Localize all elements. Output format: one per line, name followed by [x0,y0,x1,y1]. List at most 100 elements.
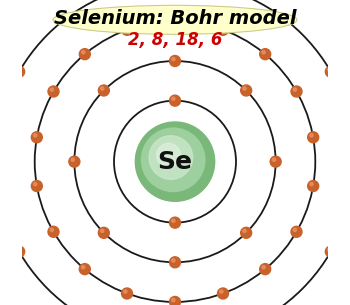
Circle shape [220,290,223,293]
Circle shape [124,290,127,293]
Circle shape [48,86,59,97]
Circle shape [295,90,300,95]
Circle shape [126,292,131,297]
Circle shape [18,70,23,75]
Circle shape [312,136,317,141]
Circle shape [245,89,250,94]
Ellipse shape [53,5,297,34]
Circle shape [32,132,42,143]
Circle shape [34,182,37,186]
Circle shape [291,86,302,97]
Circle shape [262,51,265,54]
Text: 2, 8, 18, 6: 2, 8, 18, 6 [128,30,222,49]
Circle shape [35,185,40,190]
Circle shape [48,226,59,237]
Circle shape [14,246,25,257]
Circle shape [121,24,133,35]
Circle shape [172,18,175,21]
Circle shape [310,182,313,186]
Circle shape [174,60,178,65]
Circle shape [174,20,178,25]
Circle shape [71,158,74,161]
Circle shape [157,143,181,167]
Circle shape [169,95,181,106]
Circle shape [34,134,37,137]
Circle shape [169,56,181,66]
Circle shape [326,66,336,77]
Circle shape [126,28,131,33]
Circle shape [172,57,175,61]
Text: Selenium: Bohr model: Selenium: Bohr model [54,9,296,28]
Circle shape [169,257,181,268]
Circle shape [172,219,175,222]
Circle shape [16,248,19,251]
Circle shape [35,136,40,141]
Circle shape [73,160,78,165]
Circle shape [100,229,104,232]
Circle shape [217,24,229,35]
Circle shape [100,87,104,90]
Circle shape [79,264,90,274]
Circle shape [174,301,178,305]
Circle shape [169,296,181,305]
Circle shape [243,87,246,90]
Circle shape [98,85,109,96]
Circle shape [124,26,127,30]
Circle shape [222,28,226,33]
Circle shape [241,85,252,96]
Circle shape [83,268,89,273]
Circle shape [141,128,205,192]
Circle shape [52,230,57,235]
Circle shape [169,217,181,228]
Circle shape [103,231,107,236]
Circle shape [18,250,23,255]
Circle shape [295,231,300,235]
Circle shape [274,160,279,165]
Circle shape [32,181,42,192]
Circle shape [243,229,246,232]
Circle shape [69,156,80,167]
Circle shape [14,66,25,77]
Circle shape [260,264,271,274]
Circle shape [293,88,296,91]
Circle shape [220,26,223,30]
Circle shape [174,99,178,104]
Circle shape [329,70,334,75]
Circle shape [291,226,302,237]
Circle shape [172,298,175,302]
Circle shape [328,248,331,251]
Circle shape [121,288,133,299]
Circle shape [174,261,178,266]
Circle shape [312,185,317,190]
Circle shape [293,228,296,231]
Circle shape [241,227,252,238]
Circle shape [326,246,336,257]
Circle shape [262,266,265,269]
Circle shape [308,132,318,143]
Circle shape [135,122,215,201]
Circle shape [329,250,334,255]
Circle shape [83,53,89,58]
Circle shape [272,158,276,161]
Circle shape [222,292,226,297]
Circle shape [50,88,54,91]
Circle shape [149,136,193,179]
Circle shape [264,268,269,273]
Circle shape [50,228,54,231]
Circle shape [82,51,85,54]
Circle shape [260,49,271,60]
Circle shape [270,156,281,167]
Circle shape [16,68,19,71]
Circle shape [245,231,250,236]
Circle shape [174,221,178,226]
Circle shape [172,259,175,262]
Circle shape [264,53,269,58]
Circle shape [52,90,57,95]
Circle shape [82,266,85,269]
Circle shape [103,89,107,94]
Circle shape [79,49,90,60]
Circle shape [308,181,318,192]
Text: Se: Se [158,150,192,174]
Circle shape [169,16,181,27]
Circle shape [172,97,175,100]
